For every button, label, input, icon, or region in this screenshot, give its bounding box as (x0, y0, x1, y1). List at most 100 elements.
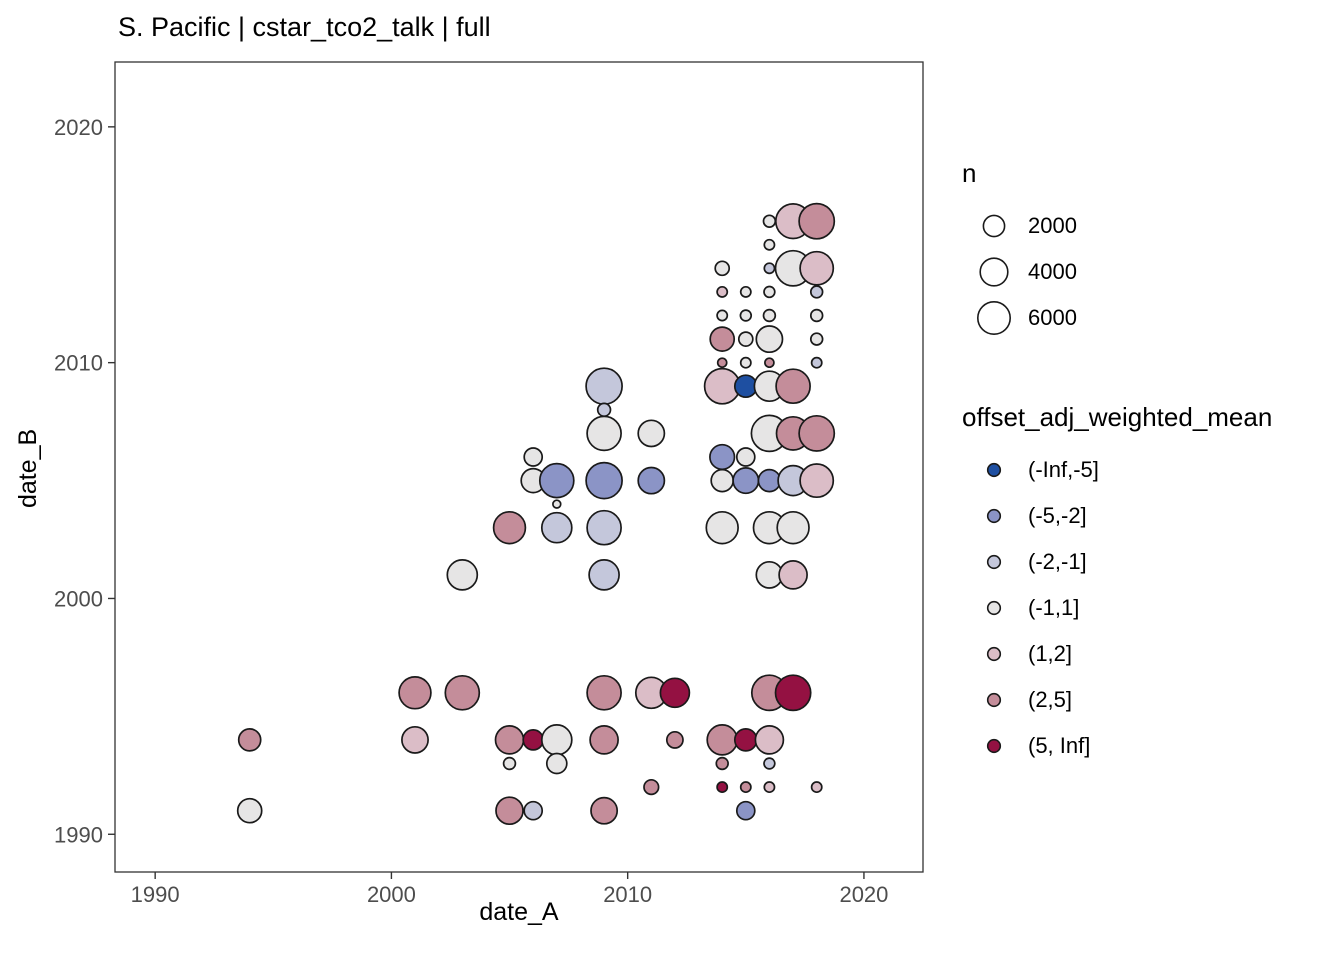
data-point (798, 202, 836, 240)
data-point (637, 466, 666, 495)
x-tick-label: 2000 (367, 882, 416, 907)
color-legend-label: (2,5] (1028, 687, 1073, 712)
data-point (809, 332, 824, 346)
color-legend-entry: (2,5] (962, 677, 1272, 723)
data-point (763, 781, 776, 794)
data-point (763, 757, 776, 770)
data-point (398, 676, 432, 710)
data-point (763, 285, 776, 299)
data-point (236, 797, 263, 824)
size-legend-circle-icon (982, 214, 1006, 238)
data-point (810, 781, 823, 794)
color-legend-entry: (-Inf,-5] (962, 447, 1272, 493)
data-point (586, 509, 622, 546)
data-point (495, 796, 524, 826)
data-point (762, 214, 777, 228)
data-point (810, 356, 823, 369)
data-point (733, 728, 758, 752)
data-point (778, 560, 808, 590)
color-legend-label: (-5,-2] (1028, 503, 1087, 528)
data-point (739, 285, 752, 298)
data-point (444, 674, 481, 711)
data-point (401, 725, 429, 754)
color-legend-entry: (-5,-2] (962, 493, 1272, 539)
data-point (659, 677, 691, 709)
y-tick-label: 2000 (54, 586, 103, 611)
data-point (716, 357, 728, 369)
data-point (585, 461, 623, 500)
size-legend-entry: 6000 (962, 295, 1077, 341)
color-legend-title: offset_adj_weighted_mean (962, 402, 1273, 432)
data-point (716, 309, 729, 322)
data-point (637, 419, 666, 448)
data-point (706, 724, 739, 756)
data-point (799, 463, 835, 499)
data-point (540, 724, 573, 756)
data-point (523, 800, 544, 821)
size-legend-label: 4000 (1028, 259, 1077, 284)
data-point (709, 443, 736, 471)
x-tick-label: 2010 (603, 882, 652, 907)
color-legend-label: (-Inf,-5] (1028, 457, 1099, 482)
color-legend-entry: (-2,-1] (962, 539, 1272, 585)
panel-border (114, 61, 924, 873)
data-point (799, 250, 835, 286)
data-point (523, 447, 544, 467)
color-legend-entry: (5, Inf] (962, 723, 1272, 769)
data-point (733, 374, 758, 399)
data-point (585, 367, 623, 406)
data-point (776, 510, 810, 545)
data-point (586, 674, 622, 711)
data-point (739, 309, 753, 322)
color-legend-dot-icon (986, 600, 1002, 616)
data-point (552, 499, 562, 509)
color-legend-dot-icon (986, 646, 1002, 662)
data-point (709, 326, 736, 352)
size-legend-entry: 4000 (962, 249, 1077, 295)
data-point (710, 468, 735, 493)
data-point (762, 308, 777, 323)
size-legend-circle-icon (976, 300, 1012, 336)
data-point (596, 402, 612, 418)
data-point (237, 728, 262, 752)
data-point (715, 756, 729, 771)
color-legend-label: (-1,1] (1028, 595, 1080, 620)
data-point (809, 285, 824, 299)
data-point (809, 308, 824, 323)
color-legend-dot-icon (986, 462, 1002, 478)
data-point (755, 325, 784, 354)
data-point (665, 730, 684, 749)
size-legend-circle-icon (979, 257, 1009, 287)
color-legend-label: (1,2] (1028, 641, 1073, 666)
data-point (540, 511, 573, 544)
data-point (716, 285, 729, 298)
size-legend: n 2000 4000 6000 (962, 158, 1077, 341)
size-legend-rows: 2000 4000 6000 (962, 203, 1077, 341)
data-point (763, 262, 776, 275)
color-legend-dot-icon (986, 554, 1002, 570)
data-point (590, 796, 619, 825)
data-point (739, 356, 752, 369)
data-point (775, 368, 811, 405)
data-point (757, 468, 782, 493)
x-tick-label: 1990 (131, 882, 180, 907)
data-point (764, 357, 775, 369)
x-axis-title: date_A (479, 898, 559, 926)
color-legend-entry: (-1,1] (962, 585, 1272, 631)
data-point (545, 752, 568, 775)
data-point (538, 462, 575, 499)
data-point (502, 756, 517, 771)
data-point (522, 729, 545, 751)
color-legend-dot-icon (986, 738, 1002, 754)
data-point (737, 331, 754, 347)
data-point (735, 800, 756, 821)
plot-area: 1990 2000 2010 2020 1990 2000 2010 2020 (54, 61, 924, 907)
data-point (643, 778, 660, 796)
y-tick-label: 2020 (54, 115, 103, 140)
size-legend-entry: 2000 (962, 203, 1077, 249)
data-point (494, 725, 525, 755)
data-point (705, 510, 739, 545)
color-legend-label: (-2,-1] (1028, 549, 1087, 574)
color-legend-label: (5, Inf] (1028, 733, 1091, 758)
